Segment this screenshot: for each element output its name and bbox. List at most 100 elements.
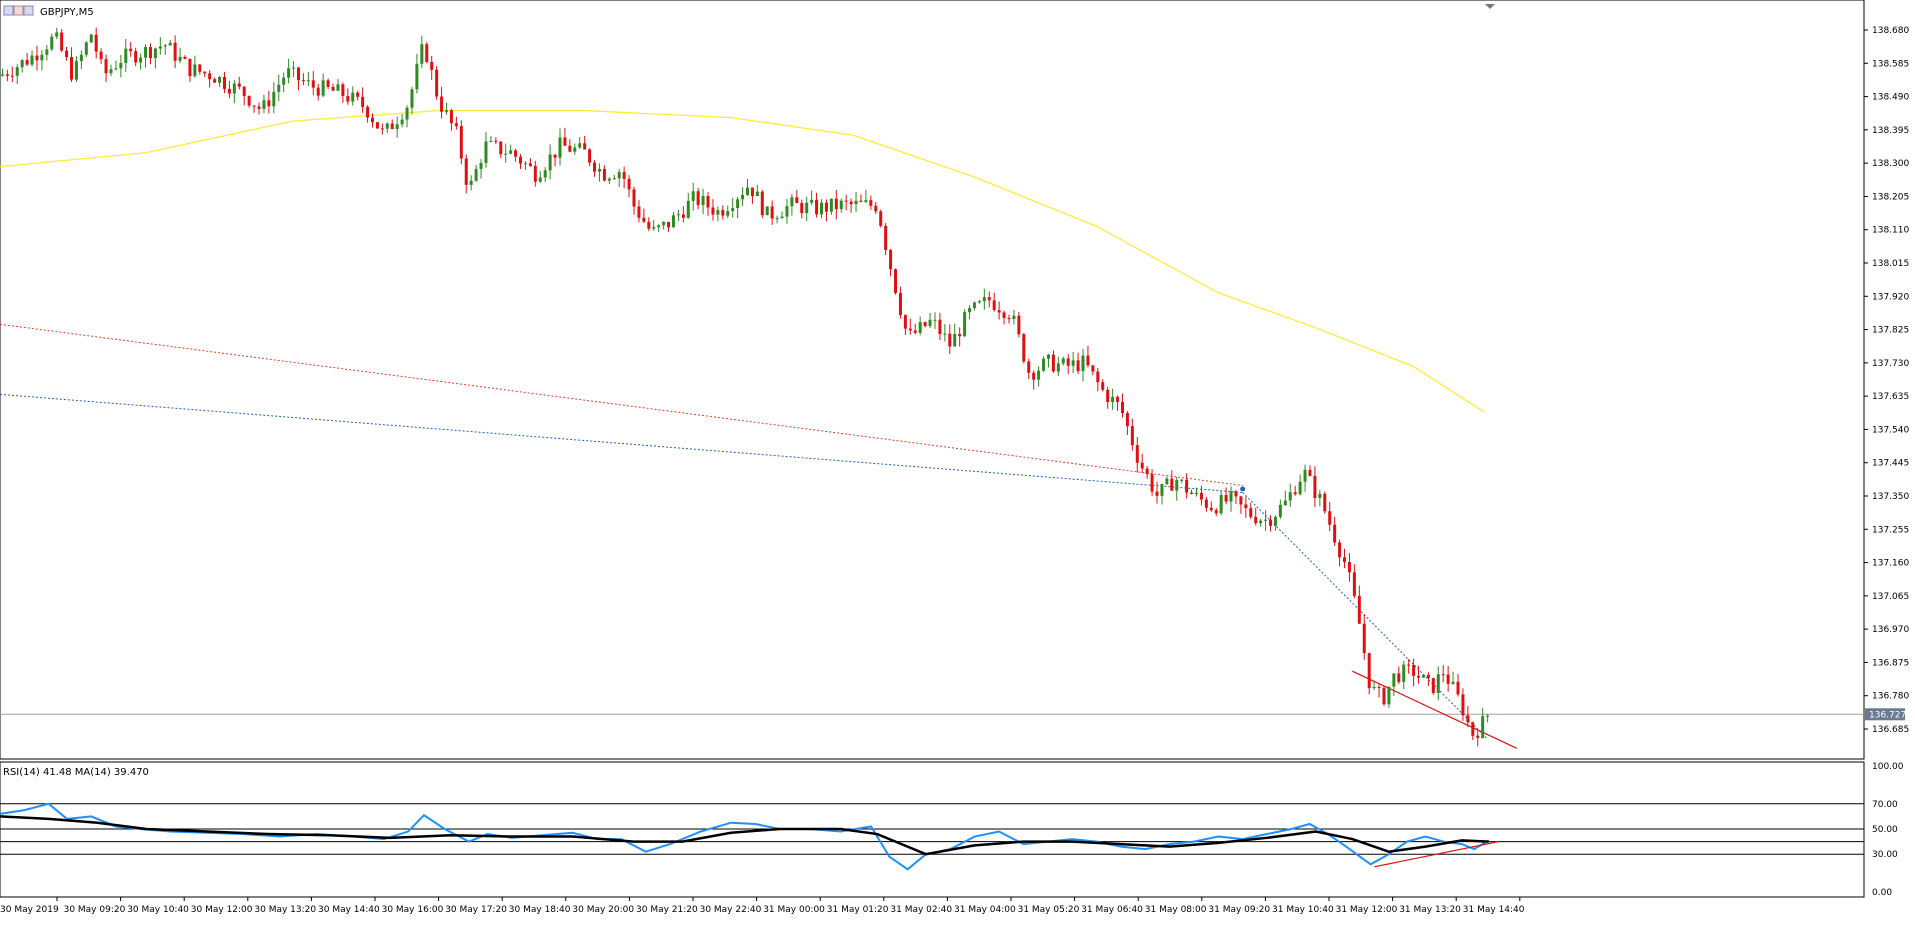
price-tick-label: 137.160 <box>1872 559 1909 569</box>
time-tick-label: 30 May 12:00 <box>191 905 253 915</box>
bullish-candle <box>89 34 93 43</box>
bullish-candle <box>578 143 582 148</box>
bearish-candle <box>1431 678 1435 694</box>
bullish-candle <box>74 61 78 80</box>
rsi-line <box>0 802 1490 871</box>
bullish-candle <box>479 162 483 169</box>
bullish-candle <box>410 89 414 108</box>
bullish-candle <box>662 221 666 226</box>
bearish-candle <box>435 69 439 97</box>
chart-icon[interactable] <box>3 5 14 16</box>
bearish-candle <box>908 328 912 331</box>
bullish-candle <box>262 100 266 109</box>
bullish-candle <box>1451 681 1455 684</box>
bearish-candle <box>1116 396 1120 402</box>
time-tick-label: 30 May 20:00 <box>572 905 634 915</box>
bearish-candle <box>1076 360 1080 372</box>
bearish-candle <box>1145 468 1149 475</box>
bullish-candle <box>1037 370 1041 380</box>
bearish-candle <box>1027 361 1031 373</box>
price-tick-label: 137.065 <box>1872 592 1909 602</box>
bullish-candle <box>953 334 957 347</box>
chart-shift-marker-icon[interactable] <box>1485 4 1495 9</box>
bullish-candle <box>158 46 162 49</box>
bearish-candle <box>1086 355 1090 366</box>
bullish-candle <box>292 67 296 69</box>
bearish-candle <box>1170 478 1174 491</box>
bullish-candle <box>745 187 749 195</box>
bullish-candle <box>671 215 675 228</box>
bullish-candle <box>1298 481 1302 495</box>
bullish-candle <box>982 297 986 302</box>
bullish-candle <box>1012 315 1016 320</box>
bearish-candle <box>1471 722 1475 736</box>
bullish-candle <box>1436 674 1440 694</box>
bullish-candle <box>1071 360 1075 366</box>
bearish-candle <box>632 189 636 207</box>
time-tick-label: 30 May 22:40 <box>700 905 762 915</box>
bearish-candle <box>1125 413 1129 427</box>
bearish-candle <box>637 206 641 218</box>
bearish-candle <box>588 149 592 163</box>
price-tick-label: 138.205 <box>1872 192 1909 202</box>
time-tick-label: 31 May 05:20 <box>1018 905 1080 915</box>
price-tick-label: 137.540 <box>1872 425 1909 435</box>
time-tick-label: 31 May 02:40 <box>890 905 952 915</box>
bearish-candle <box>1417 675 1421 678</box>
trend-line[interactable] <box>0 323 1243 486</box>
bearish-candle <box>1214 510 1218 514</box>
trend-line[interactable] <box>1352 670 1518 749</box>
bullish-candle <box>1165 478 1169 485</box>
rsi-tick-label: 100.00 <box>1872 762 1904 772</box>
bullish-candle <box>1046 354 1050 359</box>
bullish-candle <box>1318 493 1322 498</box>
bearish-candle <box>366 106 370 118</box>
bullish-candle <box>726 211 730 216</box>
price-tick-label: 137.255 <box>1872 525 1909 535</box>
bullish-candle <box>686 200 690 218</box>
bearish-candle <box>1323 493 1327 512</box>
bearish-candle <box>1185 479 1189 493</box>
bearish-candle <box>499 141 503 155</box>
bearish-candle <box>257 106 261 109</box>
bearish-candle <box>1328 511 1332 525</box>
bearish-candle <box>1254 516 1258 524</box>
bullish-candle <box>50 36 54 50</box>
bullish-candle <box>232 83 236 94</box>
bearish-candle <box>5 74 9 76</box>
bearish-candle <box>514 150 518 157</box>
bullish-candle <box>657 225 661 228</box>
bullish-candle <box>509 150 513 154</box>
bullish-candle <box>1288 492 1292 501</box>
bullish-candle <box>1402 664 1406 682</box>
bullish-candle <box>780 216 784 219</box>
bullish-candle <box>810 199 814 203</box>
time-tick-label: 31 May 09:20 <box>1208 905 1270 915</box>
bearish-candle <box>454 123 458 127</box>
bearish-candle <box>134 51 138 63</box>
bullish-candle <box>701 196 705 206</box>
trade-icon[interactable] <box>13 5 24 16</box>
bearish-candle <box>247 96 251 106</box>
bearish-candle <box>1190 492 1194 494</box>
bullish-candle <box>775 218 779 220</box>
bullish-candle <box>336 84 340 91</box>
trend-anchor-marker[interactable] <box>1240 486 1246 492</box>
bearish-candle <box>326 80 330 87</box>
bullish-candle <box>963 312 967 337</box>
bullish-candle <box>548 154 552 171</box>
bearish-candle <box>884 225 888 250</box>
bearish-candle <box>1130 426 1134 446</box>
rsi-divergence-line[interactable] <box>1374 841 1499 868</box>
bearish-candle <box>913 330 917 333</box>
bearish-candle <box>770 206 774 219</box>
bullish-candle <box>731 208 735 212</box>
bearish-candle <box>1096 371 1100 383</box>
indicator-icon[interactable] <box>23 5 34 16</box>
bearish-candle <box>879 211 883 226</box>
bullish-candle <box>45 49 49 55</box>
candles-layer <box>0 27 1490 747</box>
bearish-candle <box>390 123 394 130</box>
